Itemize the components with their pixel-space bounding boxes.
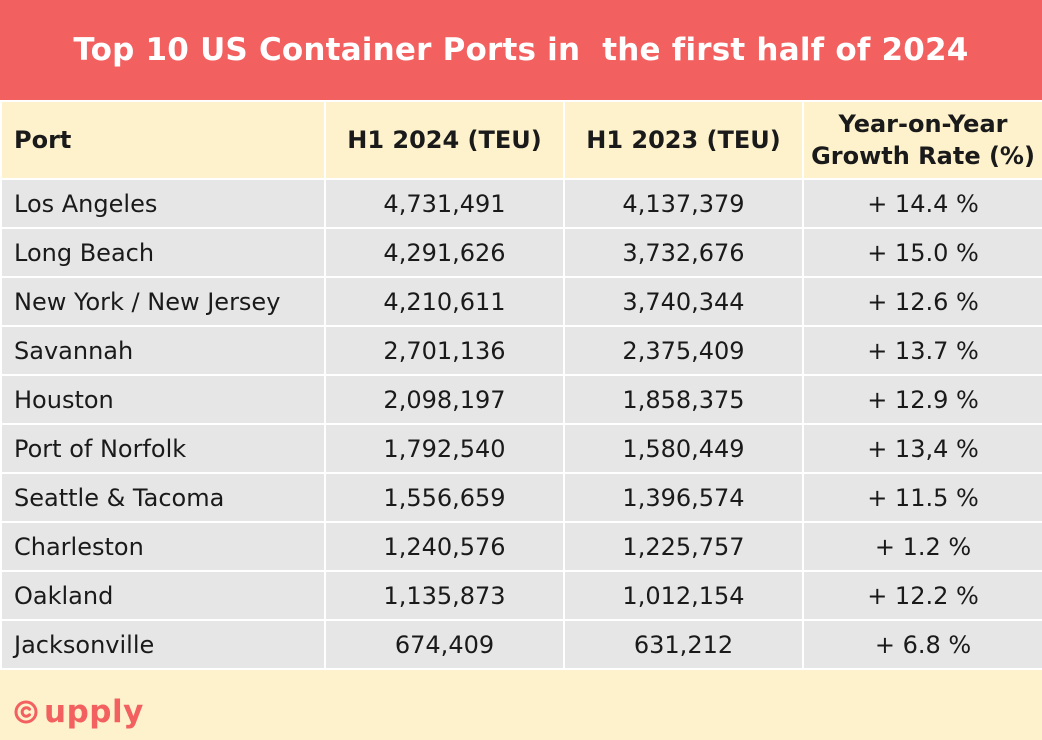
cell-port: Port of Norfolk: [0, 423, 326, 474]
cell-h1-2023: 1,396,574: [563, 472, 804, 523]
table-row: Oakland 1,135,873 1,012,154 + 12.2 %: [0, 570, 1042, 621]
cell-port: Long Beach: [0, 227, 326, 278]
logo-text: upply: [44, 694, 144, 730]
cell-growth: + 14.4 %: [802, 178, 1042, 229]
table-row: Charleston 1,240,576 1,225,757 + 1.2 %: [0, 521, 1042, 572]
cell-h1-2024: 4,210,611: [324, 276, 565, 327]
table-row: Long Beach 4,291,626 3,732,676 + 15.0 %: [0, 227, 1042, 278]
header-row: Port H1 2024 (TEU) H1 2023 (TEU) Year-on…: [0, 100, 1042, 180]
cell-h1-2024: 1,135,873: [324, 570, 565, 621]
table-row: Savannah 2,701,136 2,375,409 + 13.7 %: [0, 325, 1042, 376]
cell-h1-2023: 3,740,344: [563, 276, 804, 327]
cell-h1-2024: 1,556,659: [324, 472, 565, 523]
cell-growth: + 11.5 %: [802, 472, 1042, 523]
header-h1-2024: H1 2024 (TEU): [324, 100, 565, 180]
cell-h1-2023: 1,225,757: [563, 521, 804, 572]
cell-port: Jacksonville: [0, 619, 326, 670]
header-growth: Year-on-Year Growth Rate (%): [802, 100, 1042, 180]
cell-h1-2024: 1,240,576: [324, 521, 565, 572]
cell-h1-2024: 2,701,136: [324, 325, 565, 376]
cell-h1-2023: 1,858,375: [563, 374, 804, 425]
title-banner: Top 10 US Container Ports in the first h…: [0, 0, 1042, 100]
cell-h1-2024: 1,792,540: [324, 423, 565, 474]
cell-port: Savannah: [0, 325, 326, 376]
ports-table: Port H1 2024 (TEU) H1 2023 (TEU) Year-on…: [0, 100, 1042, 670]
cell-port: Los Angeles: [0, 178, 326, 229]
cell-h1-2023: 1,012,154: [563, 570, 804, 621]
cell-h1-2023: 4,137,379: [563, 178, 804, 229]
header-h1-2023: H1 2023 (TEU): [563, 100, 804, 180]
table-row: Los Angeles 4,731,491 4,137,379 + 14.4 %: [0, 178, 1042, 229]
cell-growth: + 12.2 %: [802, 570, 1042, 621]
cell-h1-2024: 4,291,626: [324, 227, 565, 278]
table-row: New York / New Jersey 4,210,611 3,740,344 +…: [0, 276, 1042, 327]
table-row: Jacksonville 674,409 631,212 + 6.8 %: [0, 619, 1042, 670]
table-row: Seattle & Tacoma 1,556,659 1,396,574 + 11.5…: [0, 472, 1042, 523]
header-port: Port: [0, 100, 326, 180]
table-row: Houston 2,098,197 1,858,375 + 12.9 %: [0, 374, 1042, 425]
table-row: Port of Norfolk 1,792,540 1,580,449 + 13,4 …: [0, 423, 1042, 474]
table-body: Los Angeles 4,731,491 4,137,379 + 14.4 % Lon…: [0, 178, 1042, 670]
cell-port: Charleston: [0, 521, 326, 572]
table-title: Top 10 US Container Ports in the first h…: [73, 32, 969, 68]
cell-h1-2023: 3,732,676: [563, 227, 804, 278]
cell-port: Oakland: [0, 570, 326, 621]
cell-growth: + 6.8 %: [802, 619, 1042, 670]
cell-h1-2024: 4,731,491: [324, 178, 565, 229]
cell-h1-2023: 631,212: [563, 619, 804, 670]
cell-h1-2023: 1,580,449: [563, 423, 804, 474]
cell-growth: + 15.0 %: [802, 227, 1042, 278]
cell-port: Houston: [0, 374, 326, 425]
cell-growth: + 13.7 %: [802, 325, 1042, 376]
upply-logo: upply: [14, 694, 144, 730]
cell-port: Seattle & Tacoma: [0, 472, 326, 523]
copyright-icon: [14, 700, 38, 724]
footer: upply: [0, 686, 1042, 740]
cell-growth: + 13,4 %: [802, 423, 1042, 474]
cell-h1-2024: 674,409: [324, 619, 565, 670]
cell-h1-2023: 2,375,409: [563, 325, 804, 376]
cell-port: New York / New Jersey: [0, 276, 326, 327]
cell-h1-2024: 2,098,197: [324, 374, 565, 425]
cell-growth: + 1.2 %: [802, 521, 1042, 572]
cell-growth: + 12.9 %: [802, 374, 1042, 425]
cell-growth: + 12.6 %: [802, 276, 1042, 327]
